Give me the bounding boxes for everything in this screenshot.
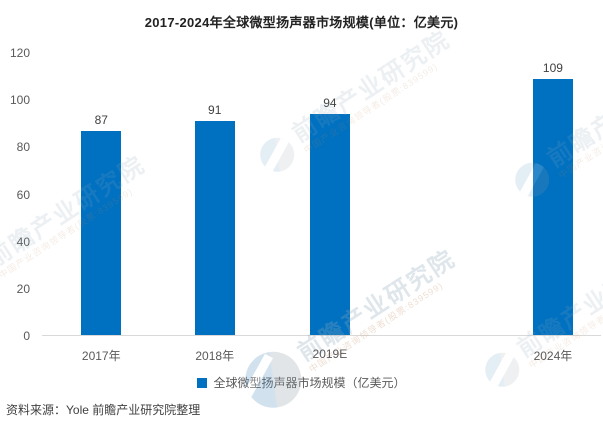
- x-axis-label: 2017年: [81, 349, 121, 363]
- source-note: 资料来源：Yole 前瞻产业研究院整理: [6, 403, 201, 417]
- legend-swatch-icon: [197, 377, 208, 388]
- x-axis-label: 2018年: [195, 349, 235, 363]
- y-axis-tick-label: 60: [16, 187, 30, 202]
- bar-value-label: 91: [208, 103, 222, 118]
- chart-title: 2017-2024年全球微型扬声器市场规模(单位：亿美元): [144, 15, 459, 30]
- bar-2018年: 91: [194, 103, 235, 335]
- y-axis-tick-label: 0: [23, 329, 30, 343]
- y-axis-tick-label: 120: [9, 46, 30, 60]
- y-axis: 0 20 40 60 80 100 120: [0, 46, 36, 343]
- bar-value-label: 87: [94, 112, 108, 127]
- bar-2017年: 87: [81, 113, 122, 335]
- plot-area: 87 91 94 109: [42, 53, 601, 336]
- y-axis-tick-label: 40: [16, 234, 30, 249]
- legend: 全球微型扬声器市场规模（亿美元）: [0, 374, 603, 391]
- x-axis-label: 2024年: [533, 349, 573, 363]
- bar-2024年: 109: [532, 61, 573, 335]
- y-axis-tick-label: 20: [16, 281, 30, 296]
- legend-label: 全球微型扬声器市场规模（亿美元）: [213, 376, 406, 390]
- bar-value-label: 109: [542, 60, 563, 75]
- y-axis-tick-label: 80: [16, 140, 30, 155]
- bar-2019E: 94: [309, 96, 350, 335]
- x-axis-label: 2019E: [312, 347, 348, 361]
- bar-value-label: 94: [323, 96, 337, 111]
- y-axis-tick-label: 100: [9, 93, 30, 108]
